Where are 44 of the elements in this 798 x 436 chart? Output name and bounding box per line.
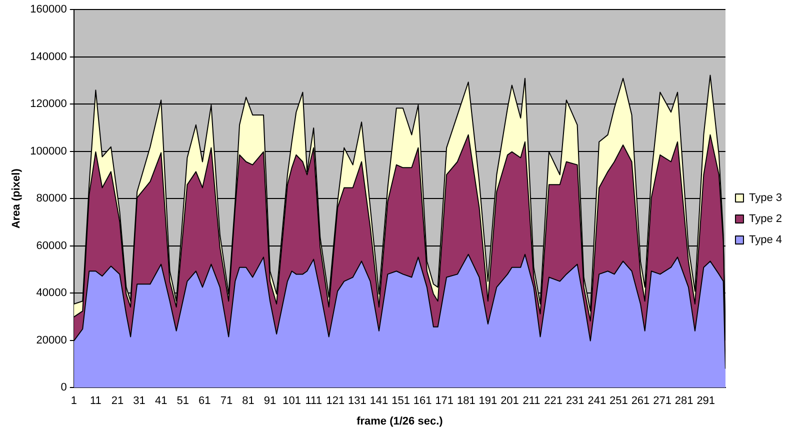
x-tick-label: 251 [610, 395, 628, 408]
legend-label: Type 3 [748, 192, 782, 204]
x-axis-title: frame (1/26 sec.) [356, 415, 444, 428]
x-tick-label: 151 [392, 395, 410, 408]
x-tick-label: 291 [696, 395, 716, 408]
x-tick-label: 51 [176, 395, 189, 408]
x-tick-label: 181 [456, 395, 476, 408]
x-tick-label: 121 [326, 395, 345, 408]
x-tick-label: 131 [348, 395, 366, 408]
y-tick-label: 100000 [30, 145, 67, 158]
y-tick-label: 120000 [30, 98, 67, 110]
x-tick-label: 41 [154, 395, 168, 408]
y-tick-label: 160000 [30, 4, 67, 16]
y-tick-label: 80000 [36, 192, 67, 205]
x-tick-label: 61 [198, 395, 211, 408]
x-tick-label: 171 [435, 395, 454, 408]
x-tick-label: 71 [220, 395, 233, 408]
x-tick-label: 191 [478, 395, 498, 408]
x-tick-label: 161 [413, 395, 432, 408]
x-tick-label: 31 [133, 395, 146, 408]
y-tick-label: 60000 [36, 240, 67, 252]
legend-label: Type 2 [748, 213, 782, 226]
x-tick-label: 281 [674, 395, 694, 408]
x-tick-label: 271 [653, 395, 672, 408]
legend-label: Type 4 [748, 234, 782, 246]
y-axis-title: Area (pixel) [10, 168, 23, 229]
x-tick-label: 21 [111, 395, 124, 408]
x-tick-label: 201 [500, 395, 519, 408]
x-tick-label: 81 [242, 395, 254, 408]
y-tick-label: 0 [60, 382, 67, 394]
x-tick-label: 141 [370, 395, 388, 408]
y-tick-label: 40000 [36, 287, 67, 300]
x-tick-label: 221 [544, 395, 563, 408]
x-tick-label: 11 [90, 395, 102, 408]
x-tick-label: 1 [70, 395, 77, 408]
x-tick-label: 111 [305, 395, 322, 408]
x-tick-label: 91 [264, 395, 276, 408]
x-tick-label: 231 [566, 395, 584, 408]
x-tick-label: 261 [631, 395, 650, 408]
x-tick-label: 101 [282, 395, 302, 408]
y-tick-label: 20000 [36, 334, 67, 346]
x-tick-label: 211 [522, 395, 540, 408]
y-tick-label: 140000 [30, 50, 67, 63]
x-tick-label: 241 [588, 395, 606, 408]
